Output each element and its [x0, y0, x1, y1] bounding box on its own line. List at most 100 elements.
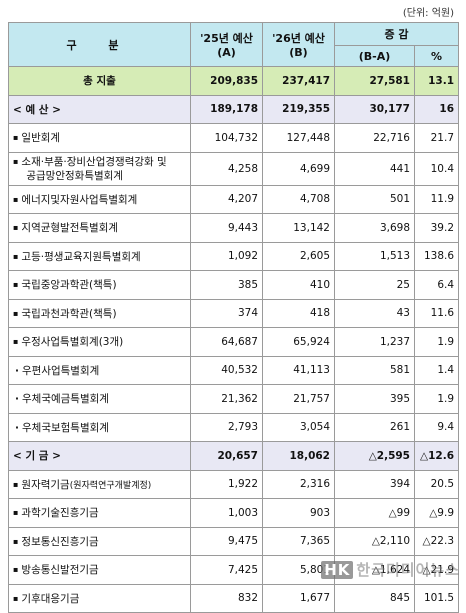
row-2026: 2,605 [262, 241, 335, 271]
row-diff: 25 [334, 270, 415, 300]
row-label: 정보통신진흥기금 [8, 526, 191, 556]
row-diff: 501 [334, 184, 415, 214]
row-2025: 2,793 [190, 412, 263, 442]
row-label: 일반회계 [8, 123, 191, 153]
row-pct: 21.7 [413, 123, 460, 153]
table-row: 고등·평생교육지원특별회계 1,092 2,605 1,513 138.6 [8, 241, 460, 271]
row-label: 총 지출 [8, 66, 191, 96]
row-label: 국립과천과학관(책특) [8, 298, 191, 328]
row-2026: 1,677 [262, 583, 335, 613]
row-2025: 209,835 [190, 66, 263, 96]
row-diff: 43 [334, 298, 415, 328]
unit-note: (단위: 억원) [402, 8, 454, 19]
table-row: 기후대응기금 832 1,677 845 101.5 [8, 583, 460, 613]
row-2025: 374 [190, 298, 263, 328]
table-row: 일반회계 104,732 127,448 22,716 21.7 [8, 123, 460, 153]
header-change: 증 감 [333, 22, 460, 46]
row-diff: 30,177 [334, 94, 415, 124]
row-diff: 845 [334, 583, 415, 613]
watermark: HK 한국미디어뉴스 [321, 559, 460, 580]
row-label: 우체국예금특별회계 [8, 384, 191, 414]
row-pct: 1.9 [413, 384, 460, 414]
row-2025: 40,532 [190, 355, 263, 385]
header-change-percent: % [413, 45, 460, 67]
row-2025: 1,922 [190, 469, 263, 499]
watermark-logo: HK [321, 561, 354, 579]
row-2026: 418 [262, 298, 335, 328]
row-diff: △2,595 [334, 441, 415, 471]
row-pct: 1.9 [413, 327, 460, 357]
row-diff: 581 [334, 355, 415, 385]
watermark-text: 한국미디어뉴스 [356, 561, 460, 579]
table-row: 우체국예금특별회계 21,362 21,757 395 1.9 [8, 384, 460, 414]
row-label: 기후대응기금 [8, 583, 191, 613]
row-2026: 41,113 [262, 355, 335, 385]
header-2026-budget: '26년 예산 (B) [262, 22, 335, 67]
table-row: 지역균형발전특별회계 9,443 13,142 3,698 39.2 [8, 213, 460, 243]
row-pct: 20.5 [413, 469, 460, 499]
row-pct: 138.6 [413, 241, 460, 271]
row-diff: △2,110 [334, 526, 415, 556]
row-label: 우정사업특별회계(3개) [8, 327, 191, 357]
row-diff: 22,716 [334, 123, 415, 153]
row-2026: 7,365 [262, 526, 335, 556]
row-pct: △21.9 [413, 555, 460, 585]
budget-table: 구 분 '25년 예산 (A) '26년 예산 (B) 증 감 (B-A) % 총 … [8, 22, 460, 613]
row-diff: 261 [334, 412, 415, 442]
row-label: 우체국보험특별회계 [8, 412, 191, 442]
table-row-budget-subtotal: < 예 산 > 189,178 219,355 30,177 16 [8, 94, 460, 124]
row-2025: 64,687 [190, 327, 263, 357]
header-change-amount: (B-A) [334, 45, 415, 67]
row-pct: 39.2 [413, 213, 460, 243]
row-2025: 9,475 [190, 526, 263, 556]
row-label: < 예 산 > [8, 94, 191, 124]
row-label: 국립중앙과학관(책특) [8, 270, 191, 300]
row-2025: 104,732 [190, 123, 263, 153]
row-2026: 410 [262, 270, 335, 300]
row-2026: 219,355 [262, 94, 335, 124]
row-pct: 13.1 [413, 66, 460, 96]
row-2025: 21,362 [190, 384, 263, 414]
row-pct: △22.3 [413, 526, 460, 556]
table-row: 원자력기금(원자력연구개발계정) 1,922 2,316 394 20.5 [8, 469, 460, 499]
row-pct: 6.4 [413, 270, 460, 300]
row-pct: 11.6 [413, 298, 460, 328]
row-pct: △9.9 [413, 498, 460, 528]
row-label: 방송통신발전기금 [8, 555, 191, 585]
row-2026: 4,708 [262, 184, 335, 214]
row-2025: 1,092 [190, 241, 263, 271]
row-2026: 903 [262, 498, 335, 528]
row-label: 원자력기금(원자력연구개발계정) [8, 469, 191, 499]
row-label: 에너지및자원사업특별회계 [8, 184, 191, 214]
table-row: 우편사업특별회계 40,532 41,113 581 1.4 [8, 355, 460, 385]
row-diff: △1,624 [334, 555, 415, 585]
row-2025: 1,003 [190, 498, 263, 528]
table-row-total: 총 지출 209,835 237,417 27,581 13.1 [8, 66, 460, 96]
row-2026: 2,316 [262, 469, 335, 499]
row-pct: 9.4 [413, 412, 460, 442]
header-category: 구 분 [8, 22, 191, 67]
row-label: 과학기술진흥기금 [8, 498, 191, 528]
table-row: 우정사업특별회계(3개) 64,687 65,924 1,237 1.9 [8, 327, 460, 357]
row-2025: 9,443 [190, 213, 263, 243]
table-row-fund-subtotal: < 기 금 > 20,657 18,062 △2,595 △12.6 [8, 441, 460, 471]
row-pct: 101.5 [413, 583, 460, 613]
row-label: 우편사업특별회계 [8, 355, 191, 385]
row-pct: 1.4 [413, 355, 460, 385]
row-2026: 65,924 [262, 327, 335, 357]
row-pct: △12.6 [413, 441, 460, 471]
table-row: 국립중앙과학관(책특) 385 410 25 6.4 [8, 270, 460, 300]
row-2025: 189,178 [190, 94, 263, 124]
row-label: 고등·평생교육지원특별회계 [8, 241, 191, 271]
row-diff: 395 [334, 384, 415, 414]
row-diff: 394 [334, 469, 415, 499]
row-2026: 4,699 [262, 151, 335, 186]
row-2025: 7,425 [190, 555, 263, 585]
row-2025: 4,207 [190, 184, 263, 214]
row-2026: 13,142 [262, 213, 335, 243]
table-row: 과학기술진흥기금 1,003 903 △99 △9.9 [8, 498, 460, 528]
row-diff: 3,698 [334, 213, 415, 243]
table-row: 우체국보험특별회계 2,793 3,054 261 9.4 [8, 412, 460, 442]
row-pct: 11.9 [413, 184, 460, 214]
header-2025-budget: '25년 예산 (A) [190, 22, 263, 67]
